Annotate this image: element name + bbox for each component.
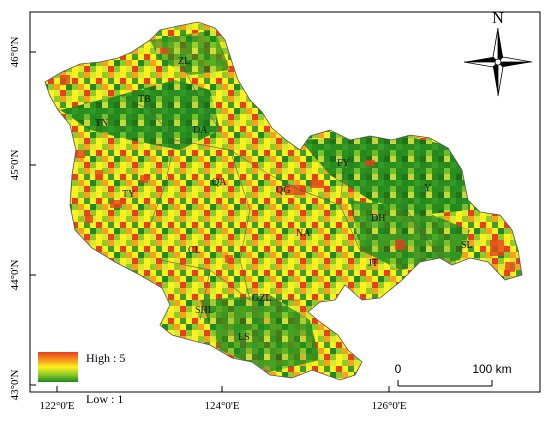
forest-patch-northeast xyxy=(300,135,470,215)
county-label-qa: QA xyxy=(212,177,227,188)
county-label-cl: CL xyxy=(188,245,201,256)
county-label-ty: TY xyxy=(122,189,135,200)
lat-label-45: 45°0'N xyxy=(9,150,21,181)
county-label-y: Y xyxy=(424,183,431,194)
county-label-sl: SL xyxy=(461,240,473,251)
county-label-da: DA xyxy=(193,125,208,136)
county-label-jt: JT xyxy=(368,258,378,269)
county-label-zl: ZL xyxy=(178,56,190,67)
lon-label-124: 124°0'E xyxy=(204,400,239,412)
county-labels: ZL TB TN DA TY QA QG FY Y DH NA CL JT SL… xyxy=(95,56,473,343)
region-outline xyxy=(44,21,523,381)
county-label-tb: TB xyxy=(138,94,151,105)
high-suitability-clusters xyxy=(60,48,515,272)
lon-label-122: 122°0'E xyxy=(39,400,74,412)
county-label-dh: DH xyxy=(371,213,385,224)
county-label-tn: TN xyxy=(95,118,108,129)
forest-patch-north xyxy=(150,30,230,75)
legend-color-ramp xyxy=(38,352,78,382)
lat-label-46: 46°0'N xyxy=(9,37,21,68)
north-label: N xyxy=(492,10,504,27)
scale-bar xyxy=(397,380,493,387)
forest-patch-northwest xyxy=(60,80,220,150)
forest-patch-east xyxy=(350,200,470,270)
north-arrow-icon xyxy=(463,27,533,97)
county-label-ls: LS xyxy=(238,332,250,343)
forest-patch-south xyxy=(200,295,320,372)
lat-label-43: 43°0'N xyxy=(9,370,21,401)
scale-bar-end-label: 100 km xyxy=(472,362,511,376)
county-label-gzl: GZL xyxy=(252,293,271,304)
county-label-shl: SHL xyxy=(195,305,214,316)
legend-high-label: High : 5 xyxy=(86,351,125,365)
scale-bar-start-label: 0 xyxy=(395,362,402,376)
lat-label-44: 44°0'N xyxy=(9,260,21,291)
county-label-na: NA xyxy=(296,228,311,239)
legend-low-label: Low : 1 xyxy=(86,392,123,406)
county-boundaries xyxy=(119,59,441,321)
county-label-fy: FY xyxy=(337,158,350,169)
lon-label-126: 126°0'E xyxy=(371,400,406,412)
county-label-qg: QG xyxy=(276,185,290,196)
tick-marks xyxy=(30,51,390,392)
